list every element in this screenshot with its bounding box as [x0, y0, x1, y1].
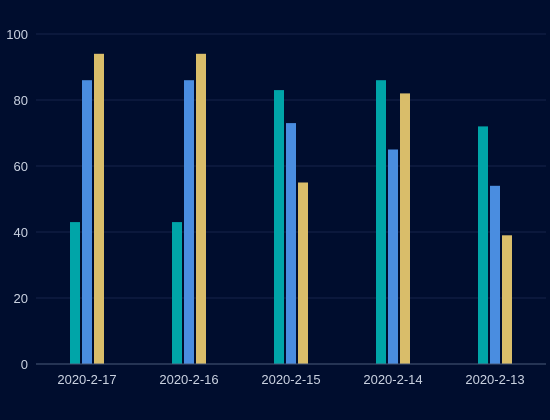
bar — [490, 185, 500, 364]
x-tick-label: 2020-2-13 — [465, 372, 524, 387]
x-axis-ticks: 2020-2-17 2020-2-16 2020-2-15 2020-2-14 2020… — [57, 372, 524, 387]
bar — [196, 53, 206, 365]
y-tick-label: 60 — [14, 159, 28, 174]
bar — [172, 222, 182, 364]
y-tick-label: 40 — [14, 225, 28, 240]
bar — [94, 53, 104, 365]
bar — [298, 182, 308, 364]
y-tick-label: 20 — [14, 291, 28, 306]
bar — [184, 80, 194, 364]
bar — [286, 123, 296, 364]
bars — [70, 53, 512, 365]
y-tick-label: 100 — [6, 27, 28, 42]
x-tick-label: 2020-2-17 — [57, 372, 116, 387]
bar — [274, 90, 284, 364]
bar — [388, 149, 398, 364]
bar — [82, 80, 92, 364]
x-tick-label: 2020-2-15 — [261, 372, 320, 387]
bar — [376, 80, 386, 364]
y-tick-label: 80 — [14, 93, 28, 108]
y-axis-ticks: 0 20 40 60 80 100 — [6, 27, 28, 372]
bar — [400, 93, 410, 365]
y-tick-label: 0 — [21, 357, 28, 372]
bar — [502, 235, 512, 364]
x-tick-label: 2020-2-14 — [363, 372, 422, 387]
bar — [478, 126, 488, 365]
bar — [70, 222, 80, 364]
x-tick-label: 2020-2-16 — [159, 372, 218, 387]
